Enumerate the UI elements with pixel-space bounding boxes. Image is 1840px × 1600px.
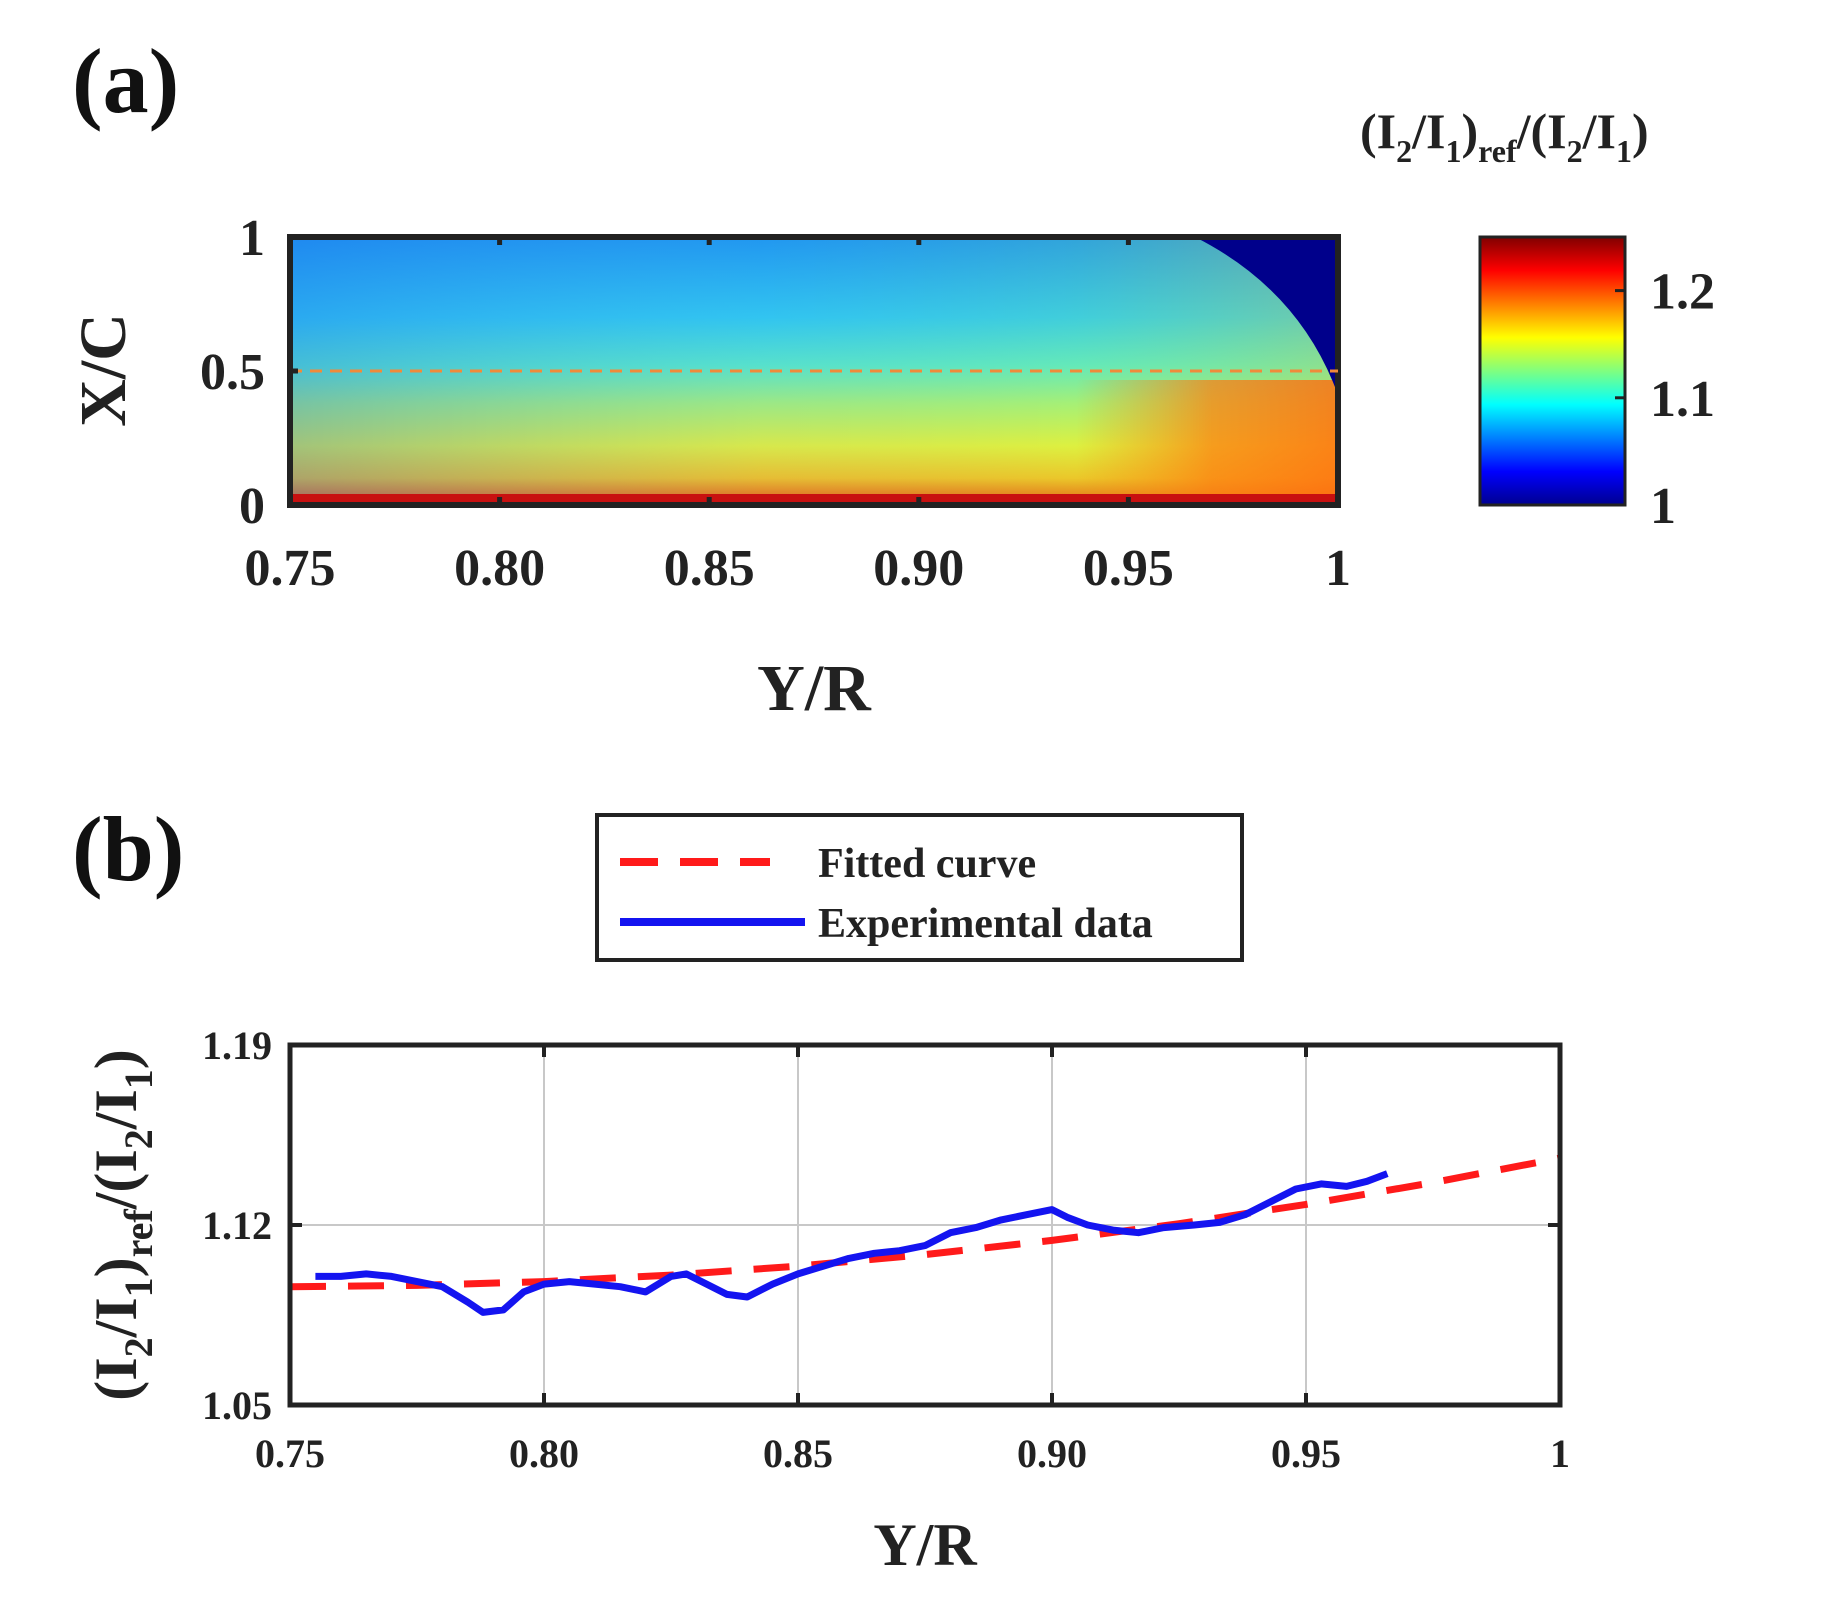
legend-label-fitted: Fitted curve xyxy=(818,841,1036,887)
series-experimental-data xyxy=(315,1170,1389,1316)
b-xtick-label: 1 xyxy=(1550,1431,1570,1476)
series-fitted-curve xyxy=(289,1154,1561,1291)
b-ylabel-open2: /(I xyxy=(83,1149,149,1210)
b-ylabel-close2: ) xyxy=(83,1049,149,1069)
a-xtick-label: 0.80 xyxy=(454,540,545,597)
cb-title-sub2: 1 xyxy=(1445,133,1461,169)
a-xtick-label: 0.90 xyxy=(873,540,964,597)
b-ylabel-sub2: 1 xyxy=(116,1277,161,1297)
b-ytick-label: 1.12 xyxy=(202,1203,272,1248)
b-ylabel-sub-ref: ref xyxy=(116,1209,161,1258)
panel-b-label: (b) xyxy=(72,798,184,900)
a-ytick-label: 0.5 xyxy=(200,344,265,401)
legend-box xyxy=(595,813,1244,962)
cb-title-slash1: /I xyxy=(1411,103,1445,159)
b-ylabel-open1: (I xyxy=(83,1357,149,1400)
b-xtick-label: 0.80 xyxy=(509,1431,579,1476)
a-ytick-label: 1 xyxy=(239,210,265,267)
a-xtick-label: 0.95 xyxy=(1083,540,1174,597)
colorbar-title: (I2/I1)ref/(I2/I1) xyxy=(1360,103,1649,169)
b-ytick-label: 1.05 xyxy=(202,1383,272,1428)
b-xtick-label: 0.90 xyxy=(1017,1431,1087,1476)
b-xtick-label: 0.85 xyxy=(763,1431,833,1476)
b-ylabel-slash2: /I xyxy=(83,1089,149,1130)
b-ylabel-sub3: 2 xyxy=(116,1129,161,1149)
cb-title-close1: ) xyxy=(1461,103,1478,159)
cb-title-sub3: 2 xyxy=(1567,133,1583,169)
a-y-axis-label: X/C xyxy=(67,313,140,427)
panel-a-label: (a) xyxy=(72,30,179,132)
b-x-axis-label: Y/R xyxy=(873,1512,977,1578)
legend: Fitted curve Experimental data xyxy=(595,813,1244,962)
cb-title-sub4: 1 xyxy=(1616,133,1632,169)
b-ylabel-sub4: 1 xyxy=(116,1069,161,1089)
cb-title-open2: /(I xyxy=(1516,103,1567,159)
b-ytick-label: 1.19 xyxy=(202,1023,272,1068)
b-ylabel-slash1: /I xyxy=(83,1297,149,1338)
b-y-axis-label: (I2/I1)ref/(I2/I1) xyxy=(83,1049,161,1400)
a-x-axis-label: Y/R xyxy=(757,652,872,725)
a-xtick-label: 1 xyxy=(1325,540,1351,597)
b-xtick-label: 0.75 xyxy=(255,1431,325,1476)
cb-title-open1: (I xyxy=(1360,103,1396,159)
b-xtick-label: 0.95 xyxy=(1271,1431,1341,1476)
colorbar-tick-label: 1.1 xyxy=(1650,371,1715,428)
b-ylabel-close1: ) xyxy=(83,1257,149,1277)
a-xtick-label: 0.85 xyxy=(664,540,755,597)
b-ylabel-sub1: 2 xyxy=(116,1337,161,1357)
cb-title-slash2: /I xyxy=(1582,103,1616,159)
a-xtick-label: 0.75 xyxy=(245,540,336,597)
colorbar-tick-label: 1.2 xyxy=(1650,264,1715,321)
cb-title-sub1: 2 xyxy=(1396,133,1412,169)
legend-label-experimental: Experimental data xyxy=(818,901,1153,947)
masked-region xyxy=(1195,237,1338,395)
colorbar-tick-label: 1 xyxy=(1650,478,1676,535)
colorbar xyxy=(1478,235,1627,507)
b-gridlines xyxy=(290,1045,1560,1405)
cb-title-close2: ) xyxy=(1632,103,1649,159)
cb-title-sub-ref: ref xyxy=(1478,133,1517,169)
a-ytick-label: 0 xyxy=(239,478,265,535)
